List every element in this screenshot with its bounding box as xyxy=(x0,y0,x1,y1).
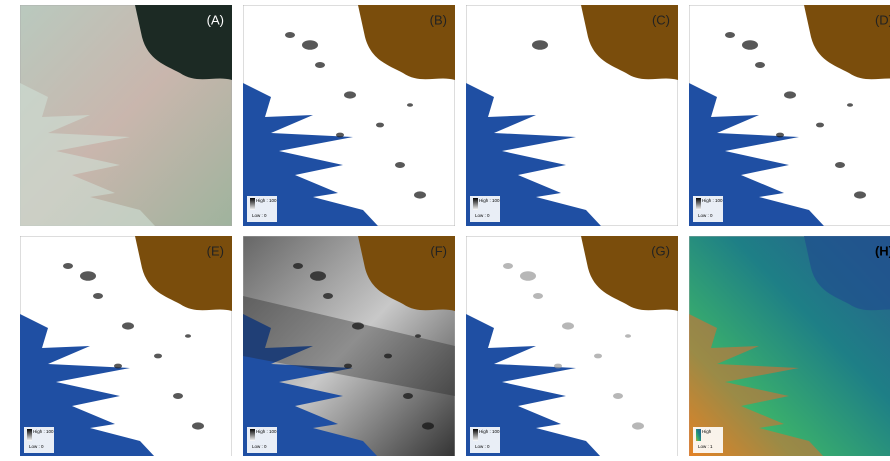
speckle xyxy=(742,40,758,50)
speckle xyxy=(344,91,356,98)
legend-ramp xyxy=(250,198,255,210)
panel: (F) High : 100 Low : 0 xyxy=(243,236,455,456)
speckle xyxy=(755,62,765,68)
legend-high: High : 100 xyxy=(33,429,54,434)
speckle xyxy=(835,162,845,168)
legend-high: High xyxy=(702,429,712,434)
legend-high: High : 100 xyxy=(479,429,500,434)
panel: (H) High Low : 1 xyxy=(689,236,890,456)
panel: (E) High : 100 Low : 0 xyxy=(20,236,232,456)
panel-label: (B) xyxy=(430,12,447,27)
speckle xyxy=(173,393,183,399)
legend-ramp xyxy=(473,429,478,441)
speckle xyxy=(520,271,536,281)
panel-label: (H) xyxy=(875,243,890,258)
speckle xyxy=(532,40,548,50)
speckle xyxy=(784,91,796,98)
panel-label: (A) xyxy=(207,12,224,27)
speckle xyxy=(384,354,392,359)
speckle xyxy=(725,32,735,38)
speckle xyxy=(154,354,162,359)
speckle xyxy=(352,322,364,329)
speckle xyxy=(403,393,413,399)
legend-high: High : 100 xyxy=(256,429,277,434)
legend-low: Low : 0 xyxy=(475,213,490,218)
speckle xyxy=(554,364,562,369)
panel-label: (G) xyxy=(651,243,670,258)
legend-low: Low : 0 xyxy=(698,213,713,218)
speckle xyxy=(625,334,631,338)
speckle xyxy=(285,32,295,38)
speckle xyxy=(302,40,318,50)
legend-ramp xyxy=(473,198,478,210)
panel-label: (C) xyxy=(652,12,670,27)
panel: (D) High : 100 Low : 0 xyxy=(689,5,890,226)
figure: (A) (B) High : 100 Low : 0 (C) High : 100 Low … xyxy=(0,0,890,456)
speckle xyxy=(562,322,574,329)
speckle xyxy=(816,123,824,128)
speckle xyxy=(422,422,434,429)
speckle xyxy=(192,422,204,429)
speckle xyxy=(310,271,326,281)
panel: (A) xyxy=(20,5,232,226)
speckle xyxy=(415,334,421,338)
speckle xyxy=(293,263,303,269)
panel: (B) High : 100 Low : 0 xyxy=(243,5,455,226)
speckle xyxy=(414,191,426,198)
speckle xyxy=(63,263,73,269)
legend-ramp xyxy=(250,429,255,441)
speckle xyxy=(407,103,413,107)
speckle xyxy=(503,263,513,269)
speckle xyxy=(80,271,96,281)
legend-high: High : 100 xyxy=(479,198,500,203)
legend-ramp xyxy=(696,198,701,210)
speckle xyxy=(376,123,384,128)
panel-label: (E) xyxy=(207,243,224,258)
speckle xyxy=(533,293,543,299)
legend-low: Low : 0 xyxy=(475,444,490,449)
legend-ramp xyxy=(696,429,701,441)
legend-low: Low : 0 xyxy=(252,444,267,449)
speckle xyxy=(336,133,344,138)
panel-label: (F) xyxy=(430,243,447,258)
legend-low: Low : 0 xyxy=(29,444,44,449)
speckle xyxy=(854,191,866,198)
speckle xyxy=(185,334,191,338)
panel: (G) High : 100 Low : 0 xyxy=(466,236,678,456)
speckle xyxy=(395,162,405,168)
speckle xyxy=(776,133,784,138)
speckle xyxy=(114,364,122,369)
panel: (C) High : 100 Low : 0 xyxy=(466,5,678,226)
speckle xyxy=(93,293,103,299)
speckle xyxy=(122,322,134,329)
legend-high: High : 100 xyxy=(702,198,723,203)
legend-low: Low : 0 xyxy=(252,213,267,218)
speckle xyxy=(632,422,644,429)
speckle xyxy=(344,364,352,369)
legend-high: High : 100 xyxy=(256,198,277,203)
speckle xyxy=(594,354,602,359)
speckle xyxy=(613,393,623,399)
legend-ramp xyxy=(27,429,32,441)
panel-label: (D) xyxy=(875,12,890,27)
legend-low: Low : 1 xyxy=(698,444,713,449)
speckle xyxy=(847,103,853,107)
speckle xyxy=(323,293,333,299)
speckle xyxy=(315,62,325,68)
